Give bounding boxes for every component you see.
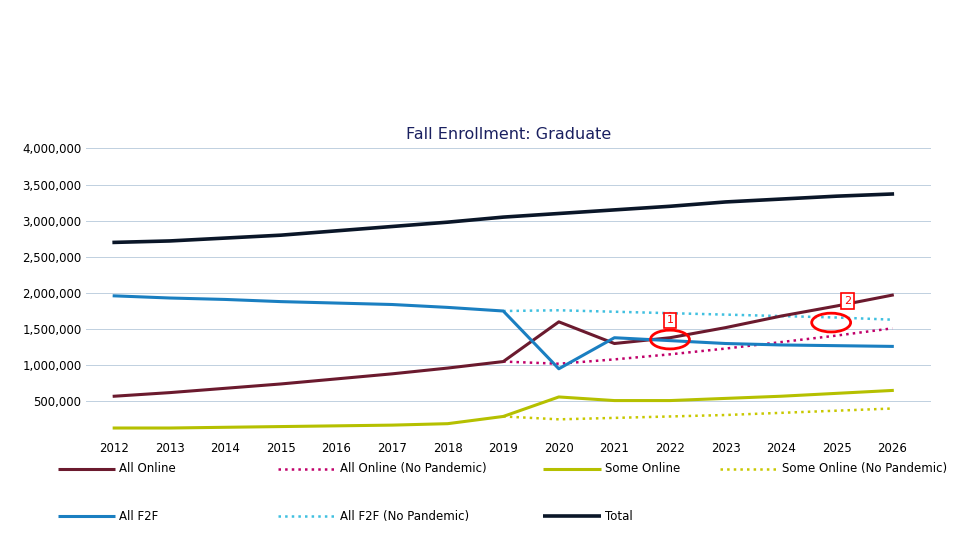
Text: All F2F (No Pandemic): All F2F (No Pandemic) [340,510,469,523]
Text: Some Online: Some Online [605,462,681,475]
Text: All Online (No Pandemic): All Online (No Pandemic) [340,462,487,475]
Text: 1: 1 [666,315,674,326]
Text: Graduate Enrollment Trends and Format Choice: Graduate Enrollment Trends and Format Ch… [12,31,793,59]
Text: Some Online (No Pandemic): Some Online (No Pandemic) [781,462,947,475]
Text: Total: Total [605,510,633,523]
Text: All Online: All Online [119,462,177,475]
Text: (With and Without the Pandemic): (With and Without the Pandemic) [12,87,313,105]
Title: Fall Enrollment: Graduate: Fall Enrollment: Graduate [406,127,612,142]
Text: All F2F: All F2F [119,510,158,523]
Text: 2: 2 [844,296,852,306]
